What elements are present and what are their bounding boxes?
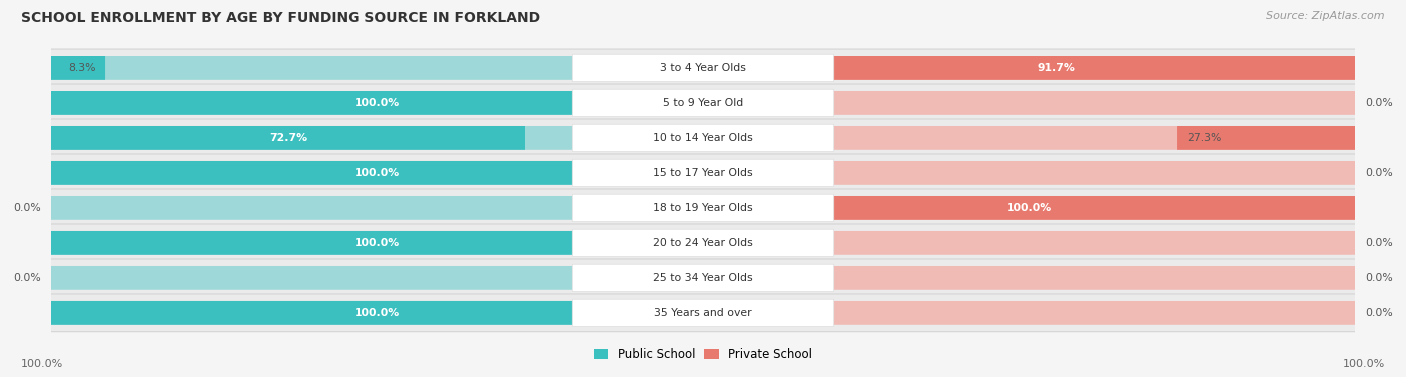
FancyBboxPatch shape: [51, 196, 572, 220]
FancyBboxPatch shape: [756, 56, 1355, 80]
Text: 0.0%: 0.0%: [1365, 98, 1392, 108]
FancyBboxPatch shape: [51, 56, 105, 80]
FancyBboxPatch shape: [51, 91, 703, 115]
Text: 5 to 9 Year Old: 5 to 9 Year Old: [662, 98, 744, 108]
FancyBboxPatch shape: [572, 229, 834, 256]
FancyBboxPatch shape: [51, 259, 1355, 297]
Text: 25 to 34 Year Olds: 25 to 34 Year Olds: [654, 273, 752, 283]
FancyBboxPatch shape: [572, 54, 834, 81]
FancyBboxPatch shape: [834, 161, 1355, 185]
FancyBboxPatch shape: [51, 126, 572, 150]
FancyBboxPatch shape: [51, 301, 703, 325]
FancyBboxPatch shape: [834, 231, 1355, 255]
FancyBboxPatch shape: [51, 266, 572, 290]
Text: 0.0%: 0.0%: [1365, 273, 1392, 283]
FancyBboxPatch shape: [834, 56, 1355, 80]
Text: 0.0%: 0.0%: [1365, 308, 1392, 318]
FancyBboxPatch shape: [51, 126, 524, 150]
Text: 20 to 24 Year Olds: 20 to 24 Year Olds: [654, 238, 752, 248]
FancyBboxPatch shape: [834, 91, 1355, 115]
FancyBboxPatch shape: [572, 194, 834, 222]
FancyBboxPatch shape: [1177, 126, 1355, 150]
Text: 0.0%: 0.0%: [14, 203, 41, 213]
Text: 91.7%: 91.7%: [1038, 63, 1076, 73]
FancyBboxPatch shape: [572, 299, 834, 326]
Text: 100.0%: 100.0%: [354, 168, 399, 178]
Text: 0.0%: 0.0%: [14, 273, 41, 283]
FancyBboxPatch shape: [51, 224, 1355, 262]
Text: 18 to 19 Year Olds: 18 to 19 Year Olds: [654, 203, 752, 213]
FancyBboxPatch shape: [51, 49, 1355, 87]
Text: 8.3%: 8.3%: [67, 63, 96, 73]
FancyBboxPatch shape: [834, 196, 1355, 220]
Text: 100.0%: 100.0%: [21, 359, 63, 369]
FancyBboxPatch shape: [572, 159, 834, 187]
Text: SCHOOL ENROLLMENT BY AGE BY FUNDING SOURCE IN FORKLAND: SCHOOL ENROLLMENT BY AGE BY FUNDING SOUR…: [21, 11, 540, 25]
Text: Source: ZipAtlas.com: Source: ZipAtlas.com: [1267, 11, 1385, 21]
Text: 0.0%: 0.0%: [1365, 238, 1392, 248]
Text: 100.0%: 100.0%: [1007, 203, 1052, 213]
Text: 35 Years and over: 35 Years and over: [654, 308, 752, 318]
FancyBboxPatch shape: [51, 189, 1355, 227]
FancyBboxPatch shape: [703, 196, 1355, 220]
FancyBboxPatch shape: [834, 301, 1355, 325]
FancyBboxPatch shape: [572, 124, 834, 152]
Text: 100.0%: 100.0%: [354, 238, 399, 248]
Text: 100.0%: 100.0%: [1343, 359, 1385, 369]
Legend: Public School, Private School: Public School, Private School: [589, 343, 817, 365]
FancyBboxPatch shape: [834, 266, 1355, 290]
FancyBboxPatch shape: [51, 231, 703, 255]
FancyBboxPatch shape: [51, 231, 572, 255]
Text: 3 to 4 Year Olds: 3 to 4 Year Olds: [659, 63, 747, 73]
FancyBboxPatch shape: [51, 56, 572, 80]
FancyBboxPatch shape: [51, 301, 572, 325]
FancyBboxPatch shape: [51, 119, 1355, 157]
Text: 100.0%: 100.0%: [354, 308, 399, 318]
FancyBboxPatch shape: [51, 154, 1355, 192]
Text: 72.7%: 72.7%: [269, 133, 307, 143]
FancyBboxPatch shape: [51, 161, 703, 185]
FancyBboxPatch shape: [834, 126, 1355, 150]
Text: 0.0%: 0.0%: [1365, 168, 1392, 178]
Text: 15 to 17 Year Olds: 15 to 17 Year Olds: [654, 168, 752, 178]
FancyBboxPatch shape: [572, 89, 834, 116]
Text: 27.3%: 27.3%: [1187, 133, 1222, 143]
FancyBboxPatch shape: [572, 264, 834, 291]
FancyBboxPatch shape: [51, 84, 1355, 122]
FancyBboxPatch shape: [51, 294, 1355, 332]
Text: 10 to 14 Year Olds: 10 to 14 Year Olds: [654, 133, 752, 143]
FancyBboxPatch shape: [51, 91, 572, 115]
Text: 100.0%: 100.0%: [354, 98, 399, 108]
FancyBboxPatch shape: [51, 161, 572, 185]
